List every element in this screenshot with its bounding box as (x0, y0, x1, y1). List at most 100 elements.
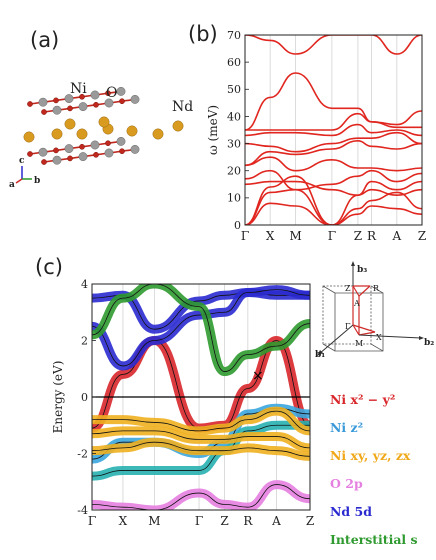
o-atom (105, 90, 111, 97)
phonon-branch-8 (245, 180, 422, 196)
o-atom (119, 98, 125, 105)
x-tick-label: Γ (88, 514, 96, 528)
panel-label-a: (a) (30, 28, 60, 52)
x-tick-label: M (289, 229, 301, 243)
ni-atom (116, 136, 126, 146)
x-tick-label: A (271, 514, 281, 528)
bz-gamma-label: Γ (345, 322, 351, 331)
ni-atom (78, 102, 88, 112)
nd-atom (172, 120, 184, 132)
o-atom (67, 105, 73, 112)
o-atom (53, 147, 59, 154)
o-atom (67, 155, 73, 162)
ni-atom (90, 90, 100, 100)
bz-z-label: Z (345, 284, 351, 293)
ni-atom (104, 98, 114, 108)
plot-frame (244, 34, 423, 226)
bz-b3-label: b₃ (357, 265, 367, 275)
x-tick-label: X (119, 514, 128, 528)
y-tick-label: 50 (227, 83, 241, 96)
ni-atom (38, 147, 48, 157)
band-line-5 (92, 424, 310, 477)
band-line-6 (92, 410, 310, 432)
panel-label-b: (b) (188, 22, 218, 46)
o-atom (79, 93, 85, 100)
y-tick-label: 20 (227, 165, 241, 178)
y-tick-label: 0 (234, 219, 241, 232)
legend-item: Ni x² − y² (330, 392, 396, 407)
crossing-marker: × (252, 368, 264, 384)
legend-item: O 2p (330, 476, 363, 491)
phonon-branch-7 (245, 169, 422, 191)
x-tick-label: X (266, 229, 275, 243)
band-lines (245, 35, 422, 225)
y-tick-label: 4 (81, 278, 88, 291)
phonon-branch-5 (245, 140, 422, 167)
band-fat-8 (92, 437, 310, 461)
bz-x-label: X (376, 333, 382, 342)
y-tick-label: 30 (227, 137, 241, 150)
ni-atom (64, 94, 74, 104)
band-structure-chart: -4 -2 0 2 4 Γ X M Γ Z R A Z Energy (eV) × (51, 278, 314, 528)
band-line-8 (92, 441, 310, 457)
nd-atom (76, 128, 88, 140)
band-line-9 (92, 484, 310, 510)
legend-item: Ni xy, yz, zx (330, 448, 411, 463)
x-tick-label: Z (220, 514, 228, 528)
x-tick-label: A (392, 229, 402, 243)
legend-item: Ni z² (330, 420, 364, 435)
x-tick-label: R (243, 514, 253, 528)
o-atom (79, 143, 85, 150)
nd-atom (23, 131, 35, 143)
bz-r-label: R (373, 284, 380, 293)
x-tick-label: Γ (241, 229, 249, 243)
y-axis-label: ω (meV) (206, 105, 220, 155)
o-atom (41, 109, 47, 115)
y-axis-label: Energy (eV) (51, 361, 65, 434)
nd-atom (98, 116, 110, 128)
phonon-branch-11 (245, 202, 422, 225)
ni-atom (104, 148, 114, 158)
x-tick-label: Γ (195, 514, 203, 528)
band-fat-9 (92, 480, 310, 510)
legend-item: Nd 5d (330, 504, 372, 519)
band-line-7 (92, 430, 310, 449)
x-tick-label: Z (306, 514, 314, 528)
bz-m-label: M (355, 339, 363, 348)
bz-a-label: A (353, 299, 360, 308)
o-atom (105, 140, 111, 147)
x-tick-label: M (148, 514, 160, 528)
y-tick-label: 40 (227, 110, 241, 123)
x-tick-label: Γ (328, 229, 336, 243)
bz-b1-label: b₁ (315, 350, 325, 360)
y-tick-label: 70 (227, 29, 241, 42)
bz-b2-label: b₂ (424, 338, 434, 348)
o-atom (119, 148, 125, 155)
o-atom (27, 101, 33, 107)
phonon-branch-3 (245, 123, 422, 137)
o-atom (93, 151, 99, 158)
ni-atom (64, 144, 74, 154)
o-atom (27, 151, 33, 157)
y-tick-label: 2 (81, 334, 88, 347)
ni-atom (90, 140, 100, 150)
y-tick-label: 60 (227, 56, 241, 69)
band-lines (92, 284, 310, 510)
nd-atom (51, 128, 63, 140)
panel-label-c: (c) (35, 255, 63, 279)
axis-b-label: b (34, 176, 40, 186)
phonon-branch-9 (245, 175, 422, 225)
o-atom (41, 159, 47, 165)
y-tick-label: -4 (77, 504, 88, 517)
ni-atom (116, 86, 126, 96)
phonon-branch-0 (245, 35, 422, 55)
orientation-axes: c a b (9, 156, 40, 190)
ni-atom (38, 97, 48, 107)
phonon-branch-6 (245, 156, 422, 172)
brillouin-zone-diagram: b₃ b₂ b₁ Z R A Γ M X (315, 261, 434, 360)
ni-atom (130, 144, 140, 154)
y-tick-label: 10 (227, 192, 241, 205)
legend-item: Interstitial s (330, 532, 418, 547)
x-tick-label: R (367, 229, 377, 243)
ni-atom (52, 105, 62, 115)
